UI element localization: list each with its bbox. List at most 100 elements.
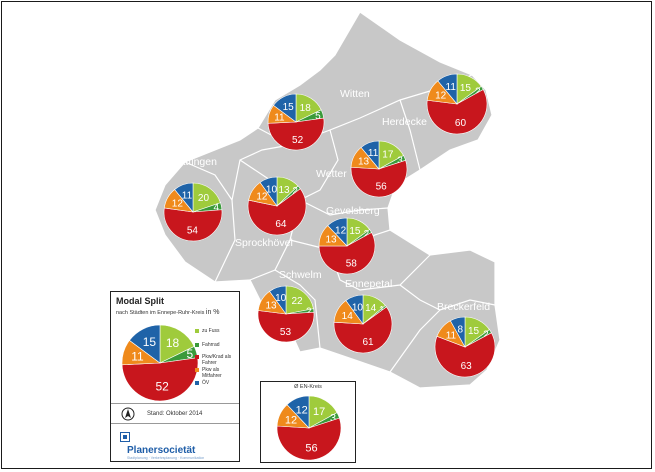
en-kreis-average-panel: Ø EN-Kreis 17 3 56 12 12	[260, 381, 356, 463]
pie-schwelm-slice-zu-fuss	[285, 285, 314, 315]
pie-witten-slice-pkw-fahrer	[267, 117, 325, 151]
pie-witten-value-fahrrad: 5	[315, 111, 321, 122]
pie-ennepetal: 141611410	[333, 294, 393, 354]
city-label-witten: Witten	[340, 88, 370, 100]
pie-sprockhoevel-value-pkw-mitfahrer: 12	[256, 192, 268, 203]
legend-swatch-zu-fuss	[195, 329, 199, 333]
pie-breckerfeld-slice-oev	[450, 316, 466, 349]
legend-item-pkw-fahrer: Pkw/Krad als Fahrer	[195, 354, 236, 366]
pie-witten-value-zu-fuss: 18	[300, 103, 312, 114]
en-kreis-pie-slice-oev	[286, 395, 310, 429]
pie-wetter-slice-pkw-fahrer	[350, 159, 408, 198]
pie-wetter-value-pkw-mitfahrer: 13	[358, 157, 370, 168]
pie-schwelm-value-pkw-fahrer: 53	[280, 327, 292, 338]
pie-breckerfeld-value-oev: 8	[458, 324, 464, 335]
legend-swatch-fahrrad	[195, 343, 199, 347]
pie-ennepetal-slice-oev	[345, 294, 364, 325]
pie-breckerfeld-value-fahrrad: 2	[483, 330, 489, 341]
pie-herdecke-slice-oev	[437, 73, 458, 105]
pie-gevelsberg-value-pkw-mitfahrer: 13	[326, 235, 338, 246]
pie-schwelm-value-zu-fuss: 22	[292, 296, 304, 307]
legend-label-oev: ÖV	[202, 380, 210, 386]
city-label-schwelm: Schwelm	[279, 269, 322, 281]
legend-label-fahrrad: Fahrrad	[202, 342, 220, 348]
legend-panel: Modal Split nach Städten im Ennepe-Ruhr-…	[110, 291, 240, 462]
legend-label-zu-fuss: zu Fuss	[202, 328, 220, 334]
pie-sprockhoevel-value-oev: 10	[266, 184, 278, 195]
pie-breckerfeld-value-pkw-fahrer: 63	[461, 361, 473, 372]
legend-pie-value-pkw-fahrer: 52	[156, 380, 170, 394]
en-kreis-pie-value-pkw-fahrer: 56	[305, 443, 317, 455]
pie-hattingen-slice-oev	[174, 182, 194, 213]
legend-pie-slice-oev	[129, 324, 161, 364]
pie-ennepetal-slice-pkw-fahrer	[333, 306, 393, 354]
pie-ennepetal-value-pkw-mitfahrer: 14	[342, 311, 354, 322]
en-kreis-pie-value-fahrrad: 3	[330, 412, 336, 424]
region-shape	[154, 11, 501, 389]
pie-wetter-value-zu-fuss: 17	[382, 150, 394, 161]
pie-schwelm-slice-oev	[269, 285, 287, 315]
stand-date: Stand: Oktober 2014	[147, 411, 203, 417]
legend-swatch-pkw-mitfahrer	[195, 368, 199, 372]
pie-herdecke-value-pkw-fahrer: 60	[455, 118, 467, 129]
city-label-breckerfeld: Breckerfeld	[437, 301, 491, 313]
north-arrow-icon	[121, 407, 135, 421]
pie-herdecke-value-zu-fuss: 15	[460, 83, 472, 94]
legend-item-zu-fuss: zu Fuss	[195, 328, 220, 334]
pie-witten-value-oev: 15	[283, 102, 295, 113]
pie-ennepetal-value-zu-fuss: 14	[365, 303, 377, 314]
legend-label-pkw-mitfahrer: Pkw als Mitfahrer	[202, 367, 222, 379]
pie-schwelm-slice-pkw-fahrer	[257, 310, 315, 343]
legend-subtitle-text: nach Städten im Ennepe-Ruhr-Kreis	[116, 310, 205, 316]
pie-sprockhoevel-value-pkw-fahrer: 64	[275, 219, 287, 230]
pie-ennepetal-value-oev: 10	[352, 302, 364, 313]
en-kreis-pie-value-zu-fuss: 17	[313, 406, 325, 418]
pie-schwelm-value-oev: 10	[275, 293, 287, 304]
pie-gevelsberg-slice-oev	[327, 217, 348, 247]
pie-hattingen-value-fahrrad: 4	[214, 203, 220, 214]
pie-hattingen-value-pkw-fahrer: 54	[187, 225, 199, 236]
city-label-sprockhoevel: Sprockhövel	[235, 237, 293, 249]
pie-sprockhoevel-slice-pkw-fahrer	[247, 188, 307, 236]
pie-schwelm-value-fahrrad: 2	[306, 307, 312, 318]
legend-item-oev: ÖV	[195, 380, 210, 386]
pie-hattingen-value-pkw-mitfahrer: 12	[172, 199, 184, 210]
pie-breckerfeld-value-pkw-mitfahrer: 11	[446, 330, 457, 341]
pie-sprockhoevel-value-fahrrad: 2	[292, 186, 298, 197]
pie-herdecke-value-fahrrad: 2	[475, 86, 481, 97]
legend-pie-value-oev: 15	[143, 335, 157, 349]
en-kreis-title: Ø EN-Kreis	[294, 384, 322, 390]
pie-sprockhoevel-value-zu-fuss: 13	[279, 185, 291, 196]
legend-subtitle: nach Städten im Ennepe-Ruhr-Kreis in %	[116, 309, 220, 316]
legend-item-fahrrad: Fahrrad	[195, 342, 220, 348]
legend-pie-value-pkw-mitfahrer: 11	[131, 349, 144, 363]
legend-item-pkw-mitfahrer: Pkw als Mitfahrer	[195, 367, 234, 379]
pie-wetter-slice-oev	[360, 140, 380, 170]
legend-divider	[111, 423, 239, 424]
city-label-hattingen: Hattingen	[172, 156, 217, 168]
pie-hattingen-value-zu-fuss: 20	[198, 193, 210, 204]
legend-pie-value-zu-fuss: 18	[166, 336, 180, 350]
en-kreis-pie-value-pkw-mitfahrer: 12	[285, 414, 297, 426]
pie-herdecke-value-pkw-mitfahrer: 12	[435, 91, 447, 102]
pie-witten-value-pkw-fahrer: 52	[292, 135, 304, 146]
pie-gevelsberg-value-fahrrad: 2	[364, 229, 370, 240]
pie-gevelsberg-value-zu-fuss: 15	[349, 226, 361, 237]
legend-pie-value-fahrrad: 5	[186, 347, 193, 361]
legend-swatch-pkw-fahrer	[195, 355, 199, 359]
pie-wetter-value-pkw-fahrer: 56	[376, 182, 388, 193]
pie-breckerfeld: 15 2 63 118	[434, 316, 496, 378]
planersocietaet-logo-icon	[120, 432, 130, 442]
pie-sprockhoevel-slice-oev	[259, 176, 278, 207]
legend-swatch-oev	[195, 381, 199, 385]
pie-herdecke-value-oev: 11	[446, 82, 457, 93]
